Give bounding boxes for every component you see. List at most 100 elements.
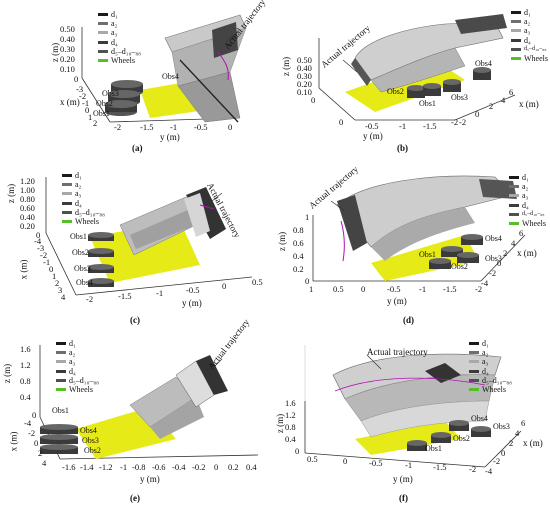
obstacle-group [407, 67, 491, 98]
x-tick: 0 [85, 105, 90, 115]
trajectory-path [334, 377, 486, 392]
z-tick: 0.30 [60, 44, 75, 54]
legend-swatch [62, 192, 72, 196]
obstacle-label: Obs4 [162, 72, 179, 81]
obstacle-label: Obs1 [70, 232, 87, 241]
y-tick: 0.5 [252, 277, 263, 287]
legend-swatch [56, 387, 66, 391]
legend-label: a₂ [524, 17, 531, 27]
obstacle-label: Obs3 [74, 264, 91, 273]
obstacle-label: Obs2 [453, 434, 470, 443]
obstacle-label: Obs4 [471, 414, 488, 423]
legend-label: Wheels [482, 384, 506, 394]
z-tick: 0.10 [297, 87, 312, 97]
x-tick: 0 [501, 448, 506, 458]
y-axis-label: y (m) [182, 298, 202, 308]
y-tick: 0 [222, 281, 227, 291]
panel-b: z (m) 0.50 0.40 0.30 0.20 0.10 0 0 -0.5 … [275, 0, 550, 160]
panel-e: z (m) 1.6 1.2 0.8 0.4 0 x (m) -4 -2 0 2 … [0, 317, 275, 505]
legend-swatch [98, 58, 108, 62]
z-tick: 0 [74, 74, 79, 84]
x-tick: -4 [24, 418, 32, 428]
z-tick: 0 [295, 446, 300, 456]
x-tick: 2 [489, 101, 494, 111]
legend-swatch [469, 378, 479, 382]
robot-sweep [164, 14, 247, 123]
robot-sweep [336, 175, 517, 261]
obstacle-label: Obs2 [96, 99, 113, 108]
caption: (f) [399, 493, 408, 503]
robot-sweep [119, 187, 226, 256]
panel-f-plot [304, 345, 522, 468]
legend-label: a₃ [75, 189, 82, 199]
obstacle-label: Obs2 [84, 446, 101, 455]
x-tick: -2 [489, 268, 497, 278]
legend-label: d₁ [524, 8, 531, 17]
caption: (e) [130, 493, 140, 503]
x-tick: -2 [40, 250, 48, 260]
z-tick: 0.40 [60, 34, 75, 44]
y-tick: -0.8 [132, 462, 146, 472]
z-tick: 0.4 [293, 251, 304, 261]
legend-label: d₁ [111, 10, 118, 19]
y-axis-label: y (m) [160, 132, 180, 142]
legend-label: d₅–d₁₀–₈₈ [75, 207, 105, 217]
legend-label: d₁ [69, 339, 76, 348]
x-tick: 2 [38, 448, 43, 458]
z-tick: 1 [305, 212, 310, 222]
y-tick: -0.6 [152, 462, 166, 472]
obstacle-label: Obs3 [82, 436, 99, 445]
obstacle-label: Obs4 [475, 59, 492, 68]
panel-a: z (m) 0.50 0.40 0.30 0.20 0.10 0 x (m) -… [0, 0, 275, 160]
x-tick: -4 [485, 466, 493, 476]
y-tick: 0.2 [228, 462, 239, 472]
z-tick: 0.4 [285, 434, 296, 444]
y-tick: 0.5 [333, 284, 344, 294]
legend-swatch [511, 29, 521, 33]
obstacle-label: Obs2 [451, 262, 468, 271]
obstacle-stack [88, 232, 114, 287]
x-axis-label: x (m) [523, 438, 543, 448]
legend-swatch [509, 185, 519, 189]
legend-swatch [98, 49, 108, 53]
legend-label: a₂ [69, 348, 76, 358]
trajectory-path [340, 220, 345, 262]
z-tick: 0 [311, 95, 316, 105]
y-tick: -0.5 [387, 284, 401, 294]
trajectory-path [199, 204, 215, 210]
y-tick: -1 [120, 462, 128, 472]
x-tick: -1 [43, 257, 51, 267]
y-tick: -1 [419, 284, 427, 294]
legend-label: d₄ [69, 366, 76, 376]
z-tick: 0.20 [297, 79, 312, 89]
obstacle-label: Obs1 [93, 109, 110, 118]
z-tick: 0.40 [297, 63, 312, 73]
legend-label: d₁ [482, 339, 489, 348]
x-axis-label: x (m) [8, 431, 19, 452]
x-tick: -4 [34, 236, 42, 246]
y-tick: 1 [309, 284, 314, 294]
panel-d-plot [312, 175, 526, 282]
y-tick: -0.5 [194, 122, 208, 132]
y-tick: -1 [156, 288, 164, 298]
y-tick: 0 [339, 117, 344, 127]
legend-label: a₂ [522, 182, 529, 192]
obstacle-label: Obs3 [493, 422, 510, 431]
caption: (d) [403, 315, 414, 325]
z-axis-label: z (m) [275, 413, 286, 434]
panel-a-plot [81, 14, 247, 123]
legend-label: d₅–d₁₀–₈₈ [524, 45, 547, 52]
x-tick: 4 [61, 292, 66, 302]
legend-swatch [56, 360, 66, 364]
legend-swatch [98, 40, 108, 44]
legend-swatch [509, 221, 519, 225]
robot-sweep [351, 14, 507, 93]
legend-label: a₃ [522, 191, 529, 201]
z-tick: 1.2 [20, 360, 31, 370]
legend-swatch [511, 47, 521, 51]
x-tick: -4 [481, 278, 489, 288]
y-tick: -0.5 [369, 458, 383, 468]
obstacle-label: Obs4 [485, 234, 502, 243]
obstacle-label: Obs3 [485, 254, 502, 263]
x-tick: -2 [459, 117, 467, 127]
